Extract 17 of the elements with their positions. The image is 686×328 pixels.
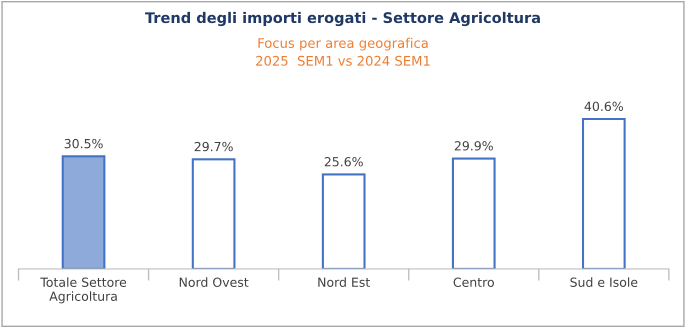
x-tick-label: Nord Est (318, 277, 370, 287)
chart-subtitle: Focus per area geografica 2025 SEM1 vs 2024 SEM1 (256, 38, 430, 66)
bar (582, 118, 626, 269)
x-tick-label: Sud e Isole (570, 277, 638, 287)
x-tick-label: Nord Ovest (180, 277, 248, 287)
data-label: 25.6% (324, 156, 363, 166)
bar (192, 158, 236, 269)
x-tick-label: Totale Settore Agricoltura (40, 277, 126, 304)
bar (452, 157, 496, 269)
data-label: 29.9% (454, 141, 493, 151)
data-label: 40.6% (584, 102, 623, 112)
data-label: 29.7% (194, 142, 233, 152)
bar (62, 155, 106, 269)
chart-title: Trend degli importi erogati - Settore Agricoltura (145, 12, 540, 26)
bar (322, 173, 366, 269)
x-tick-label: Centro (454, 278, 494, 287)
data-label: 30.5% (64, 138, 103, 148)
